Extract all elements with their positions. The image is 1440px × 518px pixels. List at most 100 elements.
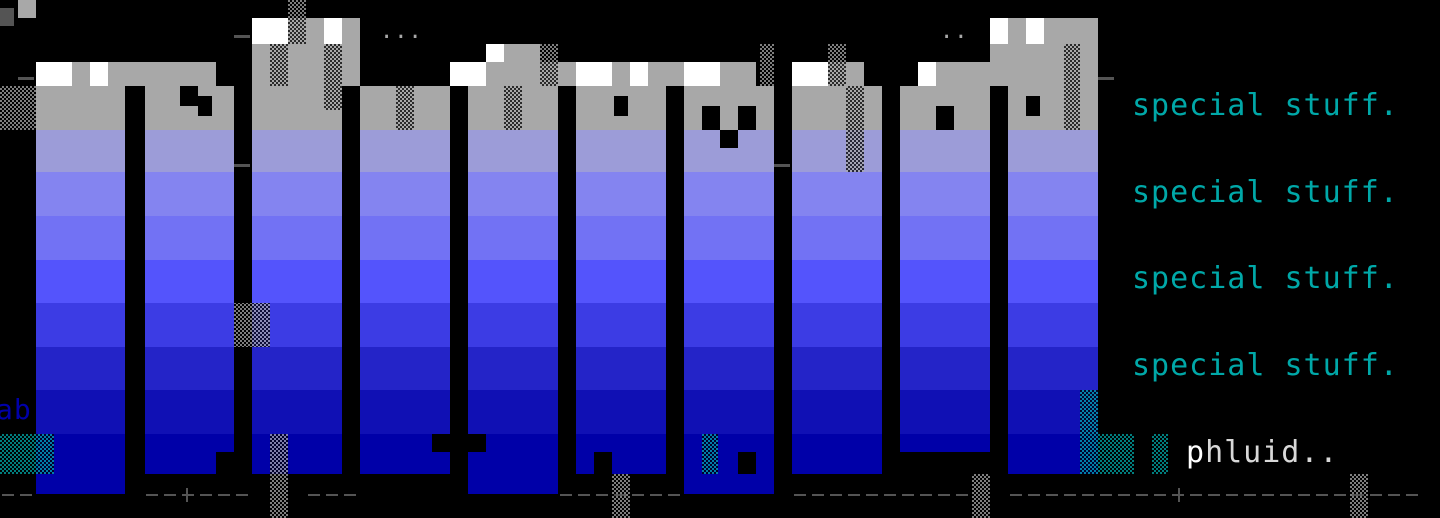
letter-band xyxy=(792,347,882,390)
tick-mark xyxy=(18,77,34,80)
highlight xyxy=(630,62,648,86)
baseline-dash xyxy=(1208,494,1220,496)
shade-drip xyxy=(972,474,990,518)
baseline-dash xyxy=(1280,494,1292,496)
letter-band xyxy=(1008,303,1098,347)
letter-band xyxy=(360,260,450,303)
letter-gap xyxy=(594,452,612,494)
baseline-dash xyxy=(938,494,950,496)
highlight xyxy=(36,62,72,86)
artist-signature: phluid.. xyxy=(1186,433,1339,473)
letter-band xyxy=(36,390,125,434)
letter-band xyxy=(36,303,125,347)
shade-column xyxy=(270,44,288,86)
letter-band xyxy=(145,347,234,390)
baseline-dash xyxy=(1190,494,1202,496)
letter-band xyxy=(360,347,450,390)
letter-band xyxy=(792,172,882,216)
baseline-dash xyxy=(1100,494,1112,496)
letter-band xyxy=(684,260,774,303)
baseline-dash xyxy=(1334,494,1346,496)
letter-band xyxy=(576,390,666,434)
letter-band xyxy=(792,260,882,303)
tick-mark xyxy=(234,164,250,167)
letter-gap xyxy=(774,86,792,474)
letter-band xyxy=(468,216,558,260)
letter-band xyxy=(36,347,125,390)
baseline-dash xyxy=(1406,494,1418,496)
baseline-dash xyxy=(812,494,824,496)
letter-band xyxy=(576,130,666,172)
baseline-dash xyxy=(902,494,914,496)
highlight xyxy=(450,62,486,86)
letter-band xyxy=(900,434,990,452)
letter-gap xyxy=(450,86,468,390)
letter-band xyxy=(684,434,774,494)
letter-band xyxy=(145,172,234,216)
tagline-special-stuff: special stuff. xyxy=(1132,261,1399,296)
letter-gap xyxy=(450,410,468,474)
letter-band xyxy=(1008,216,1098,260)
letter-band xyxy=(792,303,882,347)
letter-band xyxy=(900,390,990,434)
letter-band xyxy=(468,130,558,172)
signature-rest: hluid.. xyxy=(1205,435,1339,470)
baseline-dash xyxy=(1064,494,1076,496)
letter-gap xyxy=(180,86,198,106)
baseline-dash xyxy=(218,494,230,496)
highlight xyxy=(990,18,1008,44)
letter-gap xyxy=(1026,96,1040,116)
tick-mark xyxy=(1098,77,1114,80)
letter-band xyxy=(792,130,882,172)
letter-band xyxy=(145,130,234,172)
letter-band xyxy=(900,172,990,216)
tick-mark xyxy=(234,35,250,38)
letter-band xyxy=(468,172,558,216)
letter-band xyxy=(792,390,882,434)
shade-column xyxy=(396,86,414,130)
letter-band xyxy=(684,86,774,130)
baseline-dash xyxy=(920,494,932,496)
baseline-dash xyxy=(1298,494,1310,496)
baseline-dash xyxy=(560,494,572,496)
baseline-dash xyxy=(164,494,176,496)
letter-band xyxy=(360,130,450,172)
baseline-dash xyxy=(956,494,968,496)
letter-band xyxy=(360,390,450,434)
baseline-dash xyxy=(578,494,590,496)
baseline-dash xyxy=(1352,494,1364,496)
baseline-dash xyxy=(1370,494,1382,496)
baseline-dash xyxy=(1136,494,1148,496)
letter-band xyxy=(36,216,125,260)
shade-cyan xyxy=(1080,390,1098,474)
letter-band xyxy=(145,303,234,347)
letter-band xyxy=(900,303,990,347)
baseline-dash xyxy=(1118,494,1130,496)
tick-mark xyxy=(774,164,790,167)
tagline-special-stuff: special stuff. xyxy=(1132,88,1399,123)
letter-band xyxy=(576,260,666,303)
baseline-dash xyxy=(1388,494,1400,496)
letter-band xyxy=(684,172,774,216)
highlight xyxy=(486,44,504,62)
baseline-dash xyxy=(20,494,32,496)
letter-gap xyxy=(702,106,720,130)
baseline-dash xyxy=(596,494,608,496)
letter-gap xyxy=(216,452,252,494)
baseline-dash xyxy=(1244,494,1256,496)
highlight xyxy=(252,18,288,44)
letter-band xyxy=(684,390,774,434)
baseline-dash xyxy=(1226,494,1238,496)
shade-column xyxy=(504,86,522,130)
baseline-dash xyxy=(1082,494,1094,496)
letter-band xyxy=(360,216,450,260)
dots-top-left: ... xyxy=(380,19,423,44)
baseline-dash xyxy=(326,494,338,496)
shade-cyan xyxy=(702,434,718,474)
letter-gap xyxy=(990,86,1008,452)
baseline-dash xyxy=(848,494,860,496)
letter-gap xyxy=(882,86,900,474)
letter-band xyxy=(252,130,342,172)
letter-gap xyxy=(126,86,144,452)
